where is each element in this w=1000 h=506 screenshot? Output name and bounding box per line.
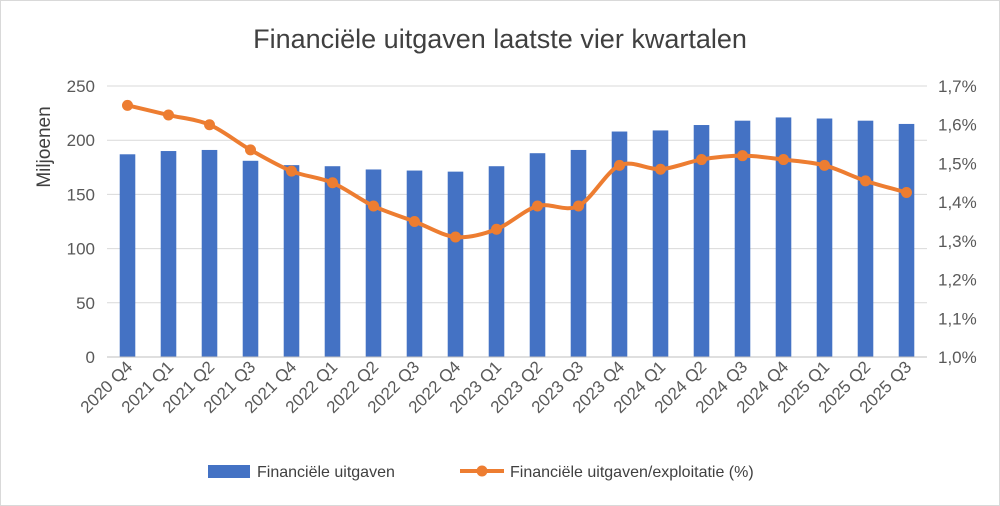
- line-point: [573, 200, 584, 212]
- bar: [816, 118, 833, 358]
- legend-label-bars: Financiële uitgaven: [257, 464, 395, 481]
- y-axis-title: Miljoenen: [34, 106, 55, 187]
- bar: [242, 160, 259, 357]
- y-tick-label: 50: [76, 294, 95, 313]
- y-tick-label: 250: [67, 77, 95, 96]
- line-point: [819, 159, 830, 171]
- line-point: [655, 163, 666, 175]
- bar-series: [119, 117, 915, 358]
- y-tick-label: 0: [86, 348, 95, 367]
- bar: [898, 123, 915, 357]
- line-point: [122, 99, 133, 111]
- line-point: [778, 154, 789, 166]
- line-point: [614, 159, 625, 171]
- line-point: [245, 144, 256, 156]
- line-point: [860, 175, 871, 187]
- bar: [365, 169, 382, 357]
- bar: [693, 125, 710, 357]
- y2-tick-label: 1,1%: [938, 309, 977, 328]
- line-point: [163, 109, 174, 121]
- line-point: [532, 200, 543, 212]
- line-point: [286, 165, 297, 177]
- y2-tick-label: 1,5%: [938, 154, 977, 173]
- y2-tick-label: 1,2%: [938, 271, 977, 290]
- chart-title: Financiële uitgaven laatste vier kwartal…: [253, 24, 747, 54]
- bar: [857, 120, 874, 357]
- line-point: [901, 186, 912, 198]
- bar: [447, 171, 464, 357]
- line-point: [368, 200, 379, 212]
- y2-tick-label: 1,0%: [938, 348, 977, 367]
- y-tick-label: 100: [67, 240, 95, 259]
- y2-tick-label: 1,4%: [938, 193, 977, 212]
- bar: [529, 153, 546, 357]
- bar: [201, 149, 218, 357]
- axes: 0 50 100 150 200 250 1,0% 1,1% 1,2% 1,3% 1,4% 1,5% 1…: [67, 77, 977, 417]
- gridlines: [107, 85, 927, 304]
- bar: [570, 149, 587, 357]
- y2-tick-label: 1,7%: [938, 77, 977, 96]
- y2-tick-label: 1,6%: [938, 116, 977, 135]
- y-tick-label: 150: [67, 185, 95, 204]
- line-point: [204, 119, 215, 131]
- bar: [119, 154, 136, 357]
- y2-tick-label: 1,3%: [938, 232, 977, 251]
- bar: [406, 170, 423, 357]
- line-point: [450, 231, 461, 243]
- bar: [734, 120, 751, 357]
- legend-swatch-dot: [476, 465, 488, 477]
- line-point: [491, 223, 502, 235]
- bar: [324, 166, 341, 357]
- bar: [652, 130, 669, 357]
- bar: [775, 117, 792, 357]
- line-series: [122, 99, 912, 243]
- bar: [160, 151, 177, 357]
- legend-swatch-bars: [208, 465, 250, 478]
- line-point: [409, 216, 420, 227]
- y-tick-label: 200: [67, 131, 95, 150]
- bar: [611, 131, 628, 357]
- legend-label-line: Financiële uitgaven/exploitatie (%): [510, 464, 754, 481]
- line-point: [327, 177, 338, 189]
- legend: Financiële uitgaven Financiële uitgaven/…: [208, 464, 754, 481]
- bar: [488, 166, 505, 357]
- bar: [283, 165, 300, 357]
- line-point: [737, 150, 748, 162]
- line-point: [696, 154, 707, 166]
